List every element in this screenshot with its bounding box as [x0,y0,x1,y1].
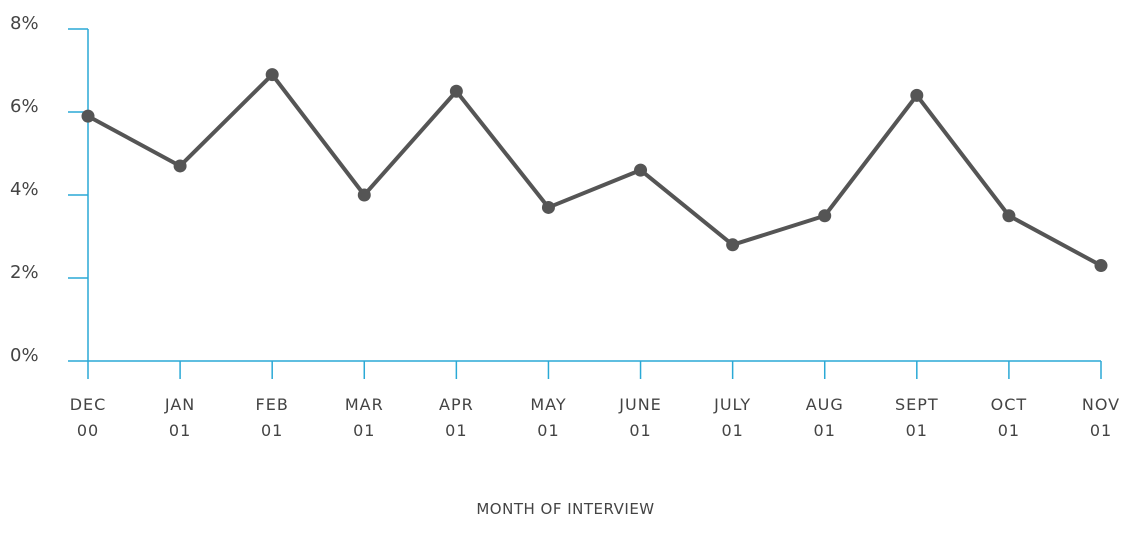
point [449,84,463,98]
x-tick-label: SEPT 01 [894,395,939,440]
x-tick-label: DEC 00 [69,395,107,440]
y-tick-label: 0% [10,345,39,366]
point [910,88,924,102]
x-tick-label: AUG 01 [805,395,844,440]
x-tick-label: JAN 01 [164,395,196,440]
x-tick-label: NOV 01 [1081,395,1121,440]
point [1094,259,1108,273]
x-tick-label: APR 01 [439,395,474,440]
x-tick-label: FEB 01 [255,395,289,440]
point [634,163,648,177]
y-tick-label: 6% [10,96,39,117]
point [265,68,279,82]
point [81,109,95,123]
y-tick-label: 4% [10,179,39,200]
point [541,200,555,214]
point [818,209,832,223]
y-tick-label: 2% [10,262,39,283]
x-tick-label: JULY 01 [714,395,752,440]
point [1002,209,1016,223]
x-tick-label: MAY 01 [530,395,567,440]
line [87,72,1102,268]
x-axis-label: MONTH OF INTERVIEW [476,500,655,518]
x-tick-label: JUNE 01 [619,395,662,440]
y-tick-label: 8% [10,13,39,34]
x-tick-label: MAR 01 [344,395,384,440]
point [726,238,740,252]
point [173,159,187,173]
point [357,188,371,202]
x-tick-label: OCT 01 [990,395,1028,440]
